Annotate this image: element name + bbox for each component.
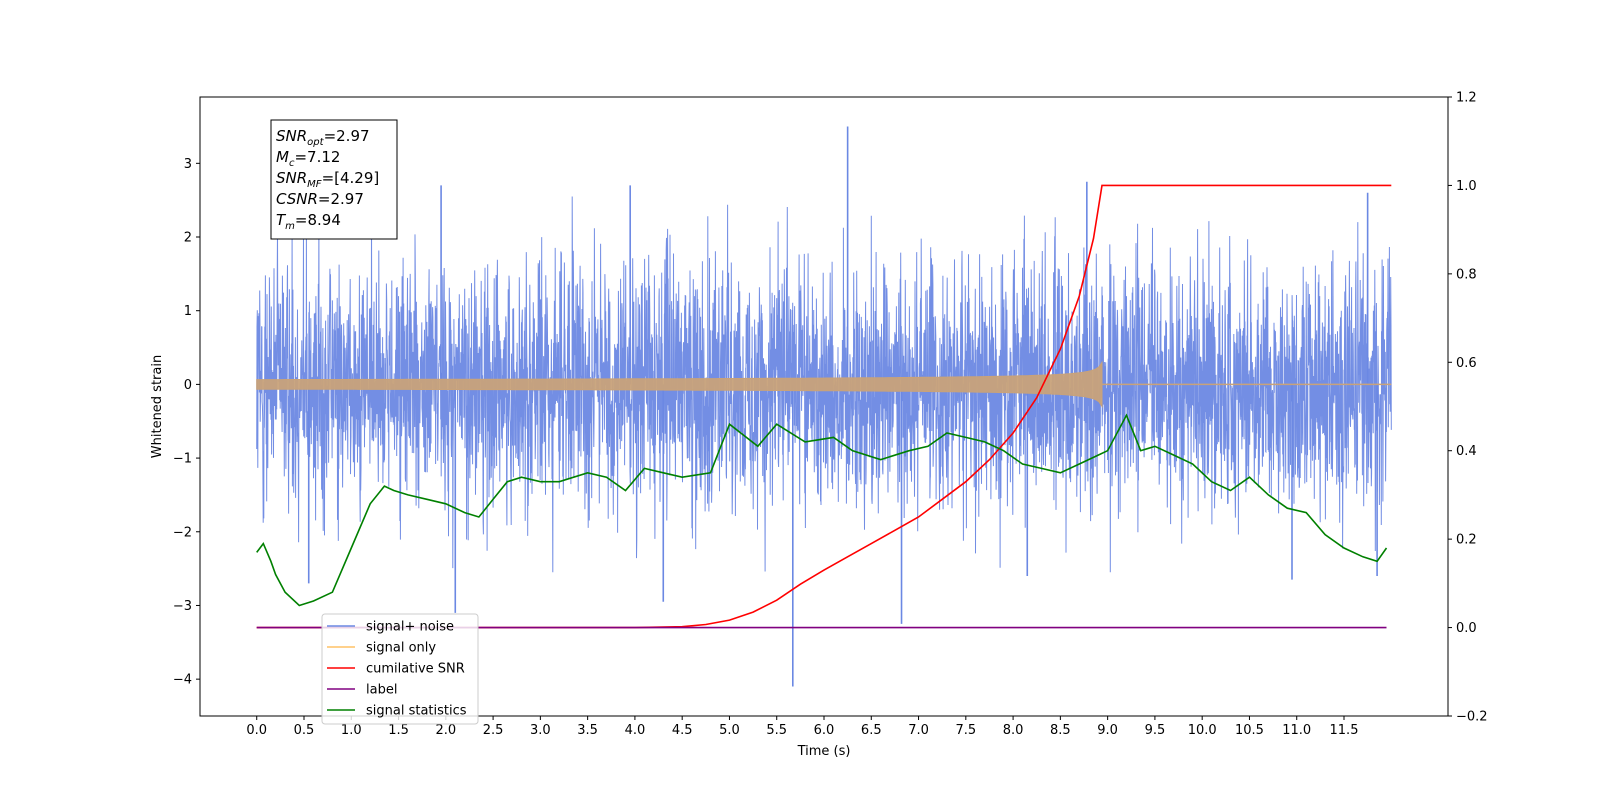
x-tick-label: 0.0 — [246, 723, 267, 738]
legend-label: label — [366, 683, 397, 698]
annotation-line: SNRopt=2.97 — [276, 127, 370, 148]
y-tick-label: −4 — [173, 673, 192, 688]
legend: signal+ noise signal only cumilative SNR la… — [321, 613, 479, 725]
noise-series — [256, 126, 1392, 687]
y-tick-label: −2 — [173, 525, 192, 540]
y2-tick-label: 0.8 — [1456, 267, 1477, 282]
x-tick-label: 10.5 — [1235, 723, 1264, 738]
signal-series — [256, 360, 1392, 409]
x-tick-label: 3.0 — [530, 723, 551, 738]
x-tick-label: 7.0 — [908, 723, 929, 738]
y2-tick-label: 0.6 — [1456, 356, 1477, 371]
x-axis-label: Time (s) — [797, 744, 851, 759]
x-tick-label: 4.0 — [625, 723, 646, 738]
y-tick-label: 0 — [184, 378, 192, 393]
x-tick-label: 3.5 — [577, 723, 598, 738]
noise-line — [256, 196, 1392, 573]
x-tick-label: 2.5 — [483, 723, 504, 738]
x-axis-ticks: 0.0 0.5 1.0 1.5 2.0 2.5 3.0 3.5 4.0 4.5 5.0 5.5 6.0 6… — [246, 716, 1358, 738]
x-tick-label: 10.0 — [1188, 723, 1217, 738]
x-tick-label: 11.0 — [1282, 723, 1311, 738]
y-tick-label: 1 — [184, 304, 192, 319]
y2-tick-label: 0.0 — [1456, 621, 1477, 636]
series-line — [256, 413, 1388, 607]
x-tick-label: 6.5 — [861, 723, 882, 738]
x-tick-label: 5.5 — [766, 723, 787, 738]
x-tick-label: 11.5 — [1330, 723, 1359, 738]
x-tick-label: 9.0 — [1097, 723, 1118, 738]
y2-tick-label: 1.2 — [1456, 91, 1477, 106]
y-tick-label: 2 — [184, 231, 192, 246]
legend-label: cumilative SNR — [366, 662, 465, 677]
x-tick-label: 5.0 — [719, 723, 740, 738]
x-tick-label: 0.5 — [294, 723, 315, 738]
y-tick-label: 3 — [184, 157, 192, 172]
y-axis-ticks: −4 −3 −2 −1 0 1 2 3 — [173, 157, 200, 688]
y2-tick-label: −0.2 — [1456, 710, 1488, 725]
annotation-line: SNRMF=[4.29] — [276, 169, 379, 190]
x-tick-label: 4.5 — [672, 723, 693, 738]
x-tick-label: 1.5 — [388, 723, 409, 738]
y2-axis-ticks: −0.2 0.0 0.2 0.4 0.6 0.8 1.0 1.2 — [1448, 91, 1488, 725]
legend-frame — [321, 613, 479, 725]
x-tick-label: 9.5 — [1145, 723, 1166, 738]
annotation-line: CSNR=2.97 — [276, 190, 364, 208]
legend-label: signal only — [366, 641, 436, 656]
x-tick-label: 6.0 — [814, 723, 835, 738]
signal-chirp — [256, 360, 1103, 409]
y2-tick-label: 0.2 — [1456, 533, 1477, 548]
y-axis-label: Whitened strain — [150, 355, 165, 458]
annotation-line: Tm=8.94 — [276, 211, 341, 232]
x-tick-label: 7.5 — [955, 723, 976, 738]
x-tick-label: 1.0 — [341, 723, 362, 738]
x-tick-label: 8.0 — [1003, 723, 1024, 738]
legend-label: signal+ noise — [366, 620, 454, 635]
y-tick-label: −3 — [173, 599, 192, 614]
legend-label: signal statistics — [366, 704, 467, 719]
y2-tick-label: 0.4 — [1456, 444, 1477, 459]
y-tick-label: −1 — [173, 452, 192, 467]
y2-tick-label: 1.0 — [1456, 179, 1477, 194]
x-tick-label: 8.5 — [1050, 723, 1071, 738]
x-tick-label: 2.0 — [435, 723, 456, 738]
annotation-frame — [270, 119, 398, 240]
annotation-line: Mc=7.12 — [276, 148, 340, 169]
series-line — [256, 184, 1392, 629]
